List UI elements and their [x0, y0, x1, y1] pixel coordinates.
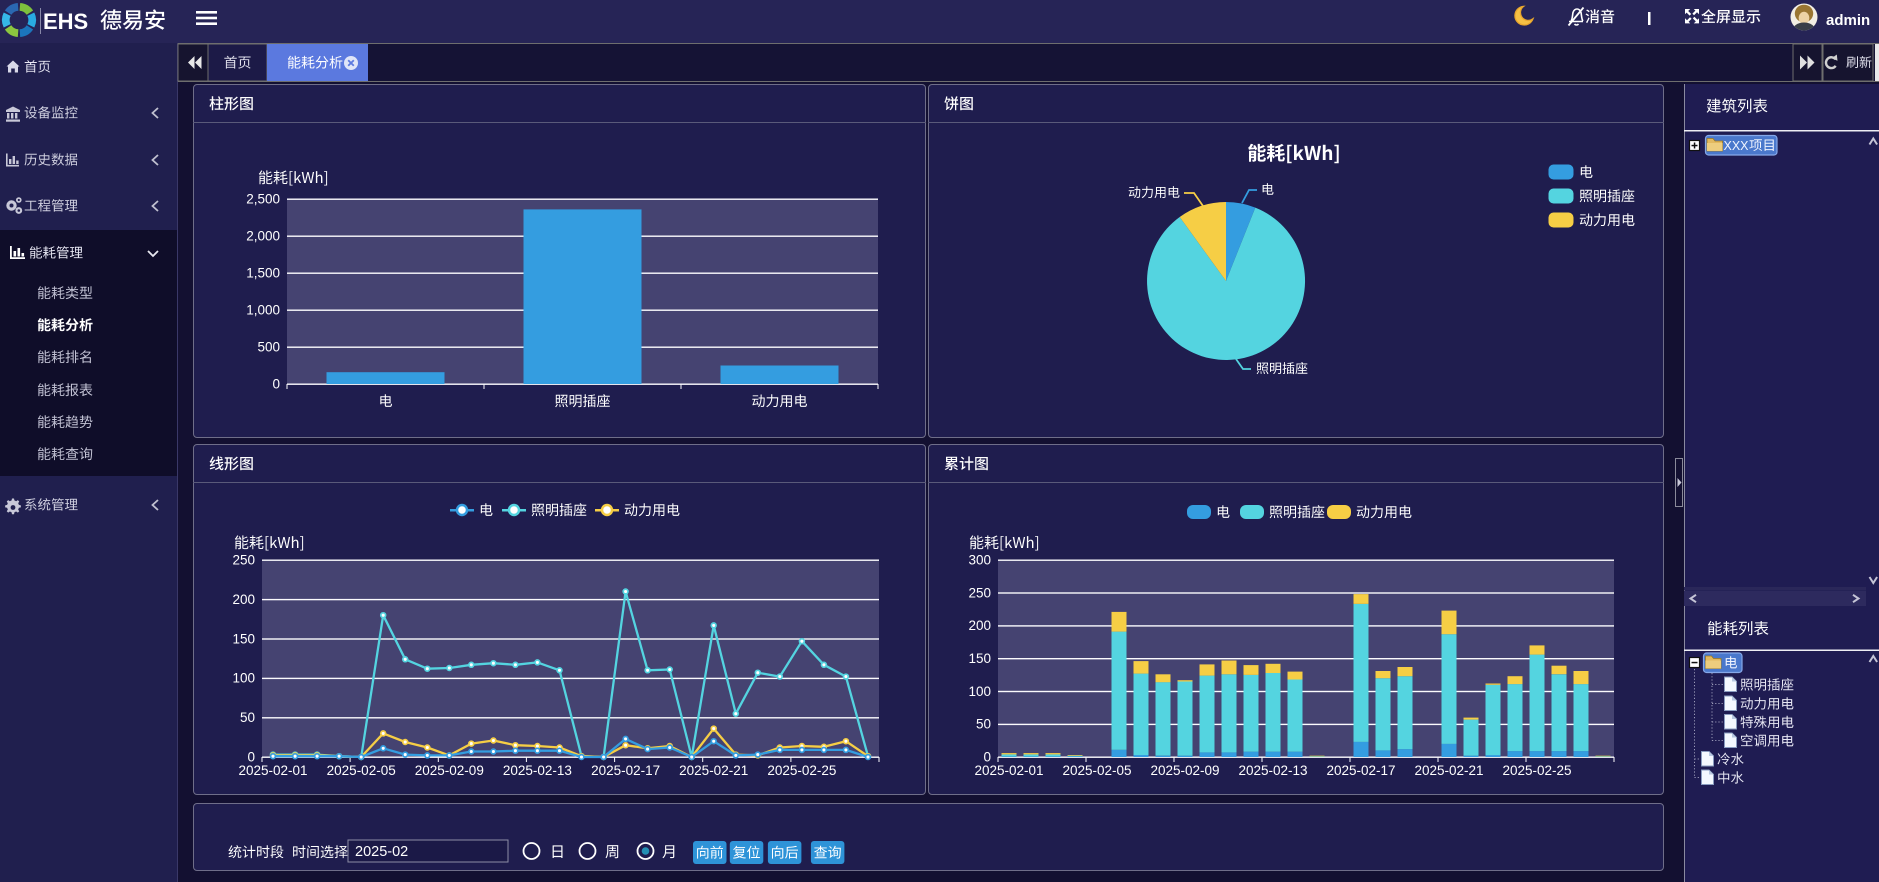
svg-text:2025-02-05: 2025-02-05: [327, 763, 396, 778]
svg-text:150: 150: [968, 651, 991, 666]
svg-text:2,500: 2,500: [246, 192, 280, 207]
svg-text:50: 50: [240, 710, 255, 725]
svg-text:2025-02-05: 2025-02-05: [1062, 763, 1131, 778]
svg-text:0: 0: [272, 377, 280, 392]
svg-text:200: 200: [232, 592, 255, 607]
svg-text:200: 200: [968, 618, 991, 633]
svg-text:0: 0: [247, 750, 255, 765]
svg-text:2025-02-13: 2025-02-13: [503, 763, 572, 778]
svg-text:2025-02-21: 2025-02-21: [1414, 763, 1483, 778]
svg-text:2025-02-01: 2025-02-01: [974, 763, 1043, 778]
svg-text:2025-02: 2025-02: [355, 844, 408, 860]
svg-text:250: 250: [968, 585, 991, 600]
svg-text:2025-02-21: 2025-02-21: [679, 763, 748, 778]
svg-text:1,000: 1,000: [246, 303, 280, 318]
svg-text:50: 50: [976, 717, 991, 732]
svg-text:0: 0: [983, 750, 991, 765]
svg-text:2025-02-01: 2025-02-01: [238, 763, 307, 778]
svg-text:500: 500: [257, 340, 280, 355]
svg-text:100: 100: [232, 671, 255, 686]
svg-text:1,500: 1,500: [246, 266, 280, 281]
svg-text:2025-02-25: 2025-02-25: [767, 763, 836, 778]
svg-text:2025-02-17: 2025-02-17: [591, 763, 660, 778]
svg-text:2025-02-17: 2025-02-17: [1326, 763, 1395, 778]
svg-text:300: 300: [968, 553, 991, 568]
svg-text:XXX: XXX: [1724, 139, 1750, 153]
svg-text:150: 150: [232, 631, 255, 646]
svg-text:2,000: 2,000: [246, 229, 280, 244]
svg-text:2025-02-25: 2025-02-25: [1502, 763, 1571, 778]
svg-text:100: 100: [968, 684, 991, 699]
svg-text:2025-02-09: 2025-02-09: [1150, 763, 1219, 778]
svg-text:2025-02-09: 2025-02-09: [415, 763, 484, 778]
svg-text:250: 250: [232, 553, 255, 568]
svg-text:2025-02-13: 2025-02-13: [1238, 763, 1307, 778]
